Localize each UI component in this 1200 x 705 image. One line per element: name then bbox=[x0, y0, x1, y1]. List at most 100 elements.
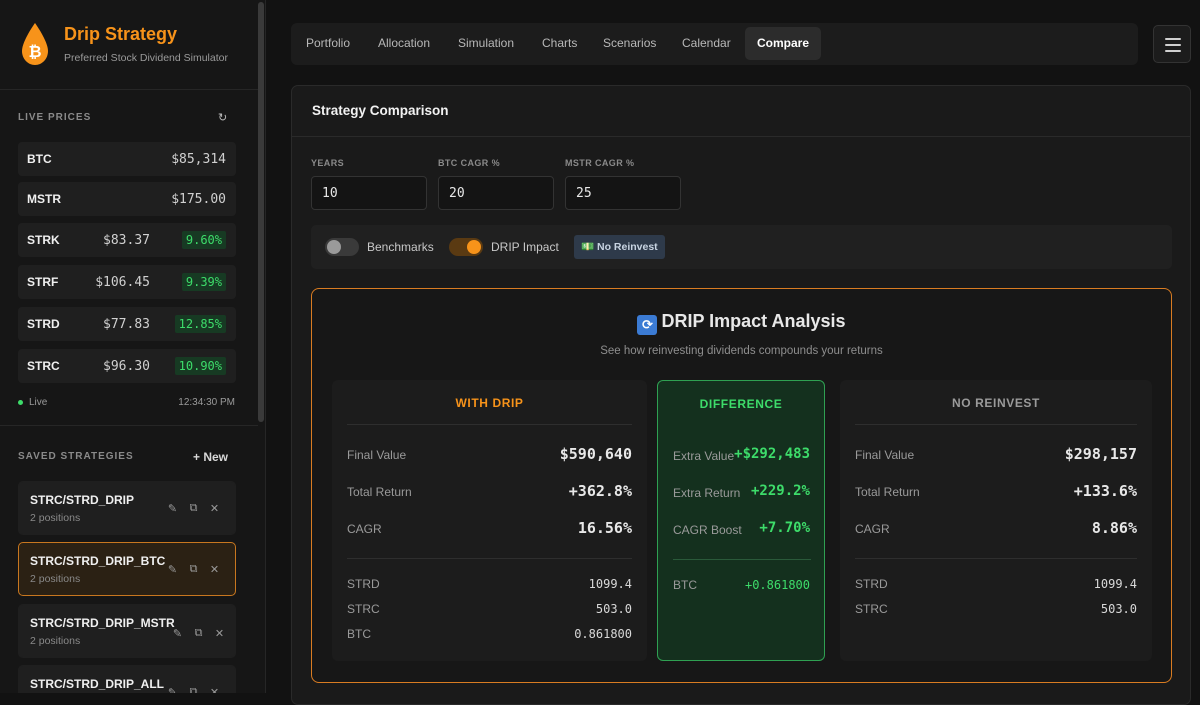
tab-calendar[interactable]: Calendar bbox=[682, 36, 731, 50]
holding-value: 1099.4 bbox=[1093, 577, 1137, 591]
with-drip-heading: WITH DRIP bbox=[455, 396, 524, 410]
price-symbol: STRF bbox=[27, 275, 59, 289]
delete-icon[interactable]: ✕ bbox=[209, 503, 220, 515]
divider bbox=[0, 425, 258, 426]
extra-return-label: Extra Return bbox=[673, 486, 741, 500]
strategy-positions: 2 positions bbox=[30, 512, 81, 524]
divider bbox=[347, 558, 632, 559]
yield-badge: 9.39% bbox=[181, 273, 226, 291]
yield-badge: 10.90% bbox=[174, 357, 226, 375]
final-value: $298,157 bbox=[1064, 445, 1137, 463]
price-value: $83.37 bbox=[103, 233, 150, 248]
saved-strategies-title: SAVED STRATEGIES bbox=[18, 451, 134, 462]
tab-charts[interactable]: Charts bbox=[542, 36, 578, 50]
copy-icon[interactable]: ⧉ bbox=[189, 502, 198, 514]
drip-impact-label: DRIP Impact bbox=[491, 240, 559, 254]
tab-allocation[interactable]: Allocation bbox=[378, 36, 431, 50]
extra-value: +$292,483 bbox=[734, 446, 810, 462]
price-row-strk[interactable]: STRK $83.37 9.60% bbox=[18, 223, 236, 257]
holding-label: BTC bbox=[347, 627, 371, 641]
new-strategy-button[interactable]: + New bbox=[193, 450, 229, 464]
drip-impact-card: ⟳ DRIP Impact Analysis See how reinvestin… bbox=[311, 288, 1172, 683]
final-value: $590,640 bbox=[559, 445, 632, 463]
no-reinvest-column: NO REINVEST Final Value $298,157 Total R… bbox=[840, 380, 1152, 661]
tab-scenarios[interactable]: Scenarios bbox=[603, 36, 657, 50]
copy-icon[interactable]: ⧉ bbox=[189, 563, 198, 575]
total-return-label: Total Return bbox=[347, 485, 412, 499]
holding-label: STRC bbox=[347, 602, 380, 616]
price-row-strf[interactable]: STRF $106.45 9.39% bbox=[18, 265, 236, 299]
toggle-knob bbox=[327, 240, 341, 254]
price-symbol: STRD bbox=[27, 317, 60, 331]
final-value-label: Final Value bbox=[347, 448, 407, 462]
price-symbol: BTC bbox=[27, 152, 52, 166]
cagr-value: 16.56% bbox=[577, 519, 632, 537]
yield-badge: 12.85% bbox=[174, 315, 226, 333]
holding-value: 503.0 bbox=[595, 602, 632, 616]
price-row-btc[interactable]: BTC $85,314 bbox=[18, 142, 236, 176]
drip-impact-toggle[interactable] bbox=[449, 238, 483, 256]
svg-text:₿: ₿ bbox=[28, 42, 41, 61]
btc-cagr-input[interactable] bbox=[438, 176, 554, 210]
tab-portfolio[interactable]: Portfolio bbox=[306, 36, 351, 50]
final-value-label: Final Value bbox=[855, 448, 915, 462]
panel-title: Strategy Comparison bbox=[312, 103, 449, 118]
with-drip-column: WITH DRIP Final Value $590,640 Total Ret… bbox=[332, 380, 647, 661]
price-value: $175.00 bbox=[171, 192, 226, 207]
divider bbox=[855, 558, 1137, 559]
live-status: Live bbox=[29, 397, 48, 408]
delete-icon[interactable]: ✕ bbox=[209, 564, 220, 576]
price-symbol: MSTR bbox=[27, 192, 61, 206]
total-return: +362.8% bbox=[568, 482, 632, 500]
divider bbox=[0, 89, 258, 90]
drip-title: ⟳ DRIP Impact Analysis bbox=[312, 311, 1171, 335]
menu-button[interactable] bbox=[1153, 25, 1191, 63]
tab-compare[interactable]: Compare bbox=[745, 27, 822, 60]
benchmarks-toggle[interactable] bbox=[325, 238, 359, 256]
cagr-boost-label: CAGR Boost bbox=[673, 523, 742, 537]
cagr-boost: +7.70% bbox=[759, 520, 810, 536]
refresh-icon[interactable]: ↻ bbox=[218, 112, 228, 124]
price-row-strd[interactable]: STRD $77.83 12.85% bbox=[18, 307, 236, 341]
edit-icon[interactable]: ✎ bbox=[167, 564, 178, 576]
extra-value-label: Extra Value bbox=[673, 449, 735, 463]
strategy-card[interactable]: STRC/STRD_DRIP_MSTR 2 positions ✎ ⧉ ✕ bbox=[18, 604, 236, 658]
delete-icon[interactable]: ✕ bbox=[214, 628, 225, 640]
strategy-comparison-panel: Strategy Comparison YEARS BTC CAGR % MST… bbox=[291, 85, 1191, 705]
sidebar-scrollbar[interactable] bbox=[258, 2, 264, 422]
strategy-positions: 2 positions bbox=[30, 635, 81, 647]
no-reinvest-button[interactable]: 💵 No Reinvest bbox=[574, 235, 665, 259]
edit-icon[interactable]: ✎ bbox=[167, 503, 178, 515]
years-input[interactable] bbox=[311, 176, 427, 210]
strategy-name: STRC/STRD_DRIP_ALL bbox=[30, 677, 165, 691]
holding-label: STRC bbox=[855, 602, 888, 616]
price-value: $85,314 bbox=[171, 152, 226, 167]
edit-icon[interactable]: ✎ bbox=[167, 687, 178, 693]
mstr-cagr-input[interactable] bbox=[565, 176, 681, 210]
delete-icon[interactable]: ✕ bbox=[209, 687, 220, 693]
total-return: +133.6% bbox=[1073, 482, 1137, 500]
price-value: $106.45 bbox=[95, 275, 150, 290]
strategy-name: STRC/STRD_DRIP_MSTR bbox=[30, 616, 175, 630]
strategy-card[interactable]: STRC/STRD_DRIP_ALL ✎ ⧉ ✕ bbox=[18, 665, 236, 693]
drip-subtitle: See how reinvesting dividends compounds … bbox=[600, 345, 883, 357]
price-row-strc[interactable]: STRC $96.30 10.90% bbox=[18, 349, 236, 383]
strategy-card[interactable]: STRC/STRD_DRIP 2 positions ✎ ⧉ ✕ bbox=[18, 481, 236, 535]
strategy-card-active[interactable]: STRC/STRD_DRIP_BTC 2 positions ✎ ⧉ ✕ bbox=[18, 542, 236, 596]
btc-diff-label: BTC bbox=[673, 578, 697, 592]
edit-icon[interactable]: ✎ bbox=[172, 628, 183, 640]
total-return-label: Total Return bbox=[855, 485, 920, 499]
price-row-mstr[interactable]: MSTR $175.00 bbox=[18, 182, 236, 216]
divider bbox=[673, 559, 811, 560]
hamburger-icon bbox=[1165, 38, 1181, 40]
btc-cagr-label: BTC CAGR % bbox=[438, 158, 500, 168]
tab-simulation[interactable]: Simulation bbox=[458, 36, 515, 50]
brand: ₿ Drip Strategy Preferred Stock Dividend… bbox=[18, 20, 258, 68]
copy-icon[interactable]: ⧉ bbox=[194, 627, 203, 639]
strategy-name: STRC/STRD_DRIP bbox=[30, 493, 135, 507]
holding-value: 1099.4 bbox=[588, 577, 632, 591]
app-subtitle: Preferred Stock Dividend Simulator bbox=[64, 52, 228, 64]
holding-value: 503.0 bbox=[1100, 602, 1137, 616]
copy-icon[interactable]: ⧉ bbox=[189, 686, 198, 693]
benchmarks-label: Benchmarks bbox=[367, 240, 434, 254]
